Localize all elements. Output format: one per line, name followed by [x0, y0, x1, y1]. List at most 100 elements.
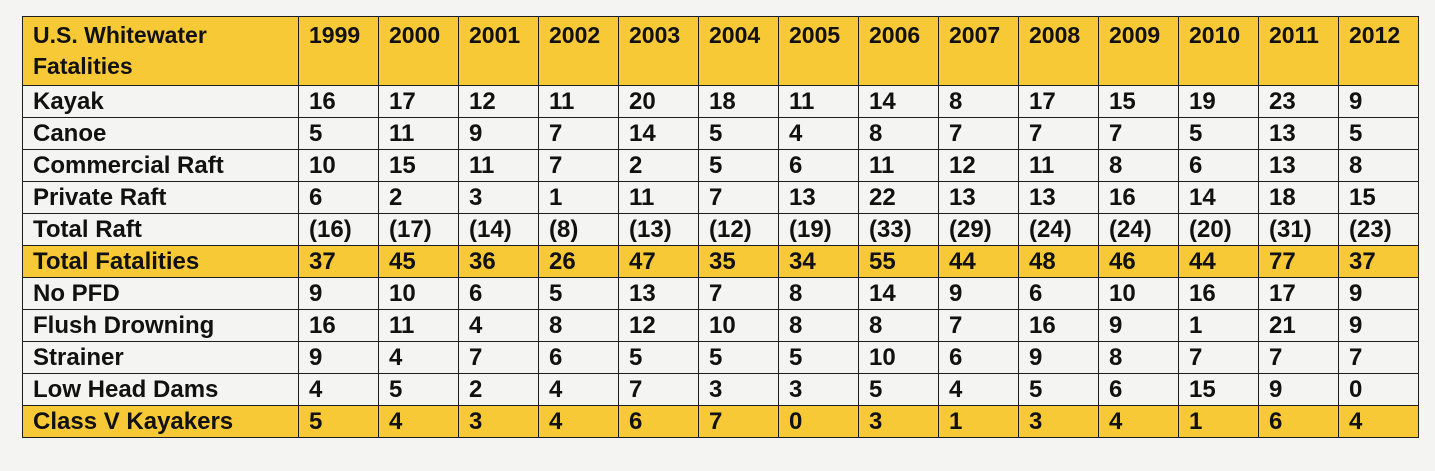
table-cell: 14	[618, 117, 699, 150]
table-cell: 4	[378, 405, 459, 438]
table-cell: 23	[1258, 85, 1339, 118]
table-row: Flush Drowning 16 11 4 8 12 10 8 8 7 16 9 1 21 9	[22, 309, 1419, 342]
table-cell: 2	[458, 373, 539, 406]
table-cell: 5	[698, 149, 779, 182]
table-cell: 12	[458, 85, 539, 118]
table-row: No PFD 9 10 6 5 13 7 8 14 9 6 10 16 17 9	[22, 277, 1419, 310]
table-cell: 7	[1258, 341, 1339, 374]
table-cell: 7	[938, 117, 1019, 150]
table-cell: 3	[1018, 405, 1099, 438]
table-cell: 9	[1018, 341, 1099, 374]
table-cell: 6	[458, 277, 539, 310]
row-label: Flush Drowning	[22, 309, 299, 342]
table-cell: 5	[538, 277, 619, 310]
table-cell: 9	[1258, 373, 1339, 406]
table-cell: 3	[458, 181, 539, 214]
table-cell: 9	[1338, 277, 1419, 310]
fatalities-table-sheet: U.S. Whitewater Fatalities 1999 2000 2001 2…	[22, 16, 1419, 438]
table-cell: 7	[1018, 117, 1099, 150]
table-cell: 6	[618, 405, 699, 438]
table-cell: 13	[1018, 181, 1099, 214]
table-cell: 26	[538, 245, 619, 278]
table-cell: 6	[938, 341, 1019, 374]
table-cell: 6	[778, 149, 859, 182]
table-cell: 1	[1178, 405, 1259, 438]
table-row: Private Raft 6 2 3 1 11 7 13 22 13 13 16 14 18 15	[22, 181, 1419, 214]
table-cell: 17	[1258, 277, 1339, 310]
table-cell: 2	[618, 149, 699, 182]
table-cell: 7	[698, 277, 779, 310]
table-cell: 11	[538, 85, 619, 118]
table-cell: 13	[778, 181, 859, 214]
table-cell: 9	[1338, 309, 1419, 342]
row-label: Commercial Raft	[22, 149, 299, 182]
row-label: No PFD	[22, 277, 299, 310]
table-cell: 11	[858, 149, 939, 182]
table-cell: 34	[778, 245, 859, 278]
table-cell: (24)	[1098, 213, 1179, 246]
table-cell: 7	[698, 405, 779, 438]
table-cell: 4	[1098, 405, 1179, 438]
table-cell: 8	[1098, 149, 1179, 182]
table-cell: 37	[1338, 245, 1419, 278]
row-label: Canoe	[22, 117, 299, 150]
table-cell: 5	[1338, 117, 1419, 150]
table-cell: 7	[1178, 341, 1259, 374]
row-label: Low Head Dams	[22, 373, 299, 406]
year-header: 2005	[778, 16, 859, 86]
table-cell: 5	[858, 373, 939, 406]
table-title: U.S. Whitewater Fatalities	[22, 16, 299, 86]
year-header: 2000	[378, 16, 459, 86]
table-cell: (19)	[778, 213, 859, 246]
table-cell: 48	[1018, 245, 1099, 278]
table-row: Kayak 16 17 12 11 20 18 11 14 8 17 15 19 23 9	[22, 85, 1419, 118]
table-cell: 16	[298, 85, 379, 118]
table-cell: 10	[378, 277, 459, 310]
table-cell: 17	[378, 85, 459, 118]
table-cell: (8)	[538, 213, 619, 246]
table-cell: 6	[1098, 373, 1179, 406]
table-cell: 3	[698, 373, 779, 406]
table-cell: 4	[298, 373, 379, 406]
table-cell: 4	[1338, 405, 1419, 438]
table-cell: 8	[778, 277, 859, 310]
table-cell: 1	[1178, 309, 1259, 342]
table-cell: 46	[1098, 245, 1179, 278]
year-header: 2002	[538, 16, 619, 86]
row-label: Total Fatalities	[22, 245, 299, 278]
table-cell: 15	[378, 149, 459, 182]
table-cell: 13	[1258, 149, 1339, 182]
table-cell: 3	[458, 405, 539, 438]
table-cell: 10	[858, 341, 939, 374]
table-cell: 11	[778, 85, 859, 118]
whitewater-fatalities-table: U.S. Whitewater Fatalities 1999 2000 2001 2…	[22, 16, 1419, 438]
table-cell: 15	[1098, 85, 1179, 118]
table-cell: 6	[538, 341, 619, 374]
table-cell: 37	[298, 245, 379, 278]
year-header: 1999	[298, 16, 379, 86]
table-cell: 5	[298, 117, 379, 150]
table-cell: (20)	[1178, 213, 1259, 246]
table-cell: 22	[858, 181, 939, 214]
table-cell: (23)	[1338, 213, 1419, 246]
table-cell: 17	[1018, 85, 1099, 118]
year-header: 2010	[1178, 16, 1259, 86]
table-cell: (29)	[938, 213, 1019, 246]
table-cell: 19	[1178, 85, 1259, 118]
table-cell: 44	[938, 245, 1019, 278]
row-label: Total Raft	[22, 213, 299, 246]
table-cell: (12)	[698, 213, 779, 246]
table-cell: 9	[938, 277, 1019, 310]
table-cell: 16	[298, 309, 379, 342]
table-cell: 4	[458, 309, 539, 342]
table-cell: (24)	[1018, 213, 1099, 246]
table-cell: (17)	[378, 213, 459, 246]
table-cell: 8	[938, 85, 1019, 118]
year-header: 2003	[618, 16, 699, 86]
table-cell: 7	[458, 341, 539, 374]
table-cell: 14	[858, 85, 939, 118]
table-cell: (16)	[298, 213, 379, 246]
table-cell: 7	[938, 309, 1019, 342]
table-row: Canoe 5 11 9 7 14 5 4 8 7 7 7 5 13 5	[22, 117, 1419, 150]
table-cell: 13	[618, 277, 699, 310]
